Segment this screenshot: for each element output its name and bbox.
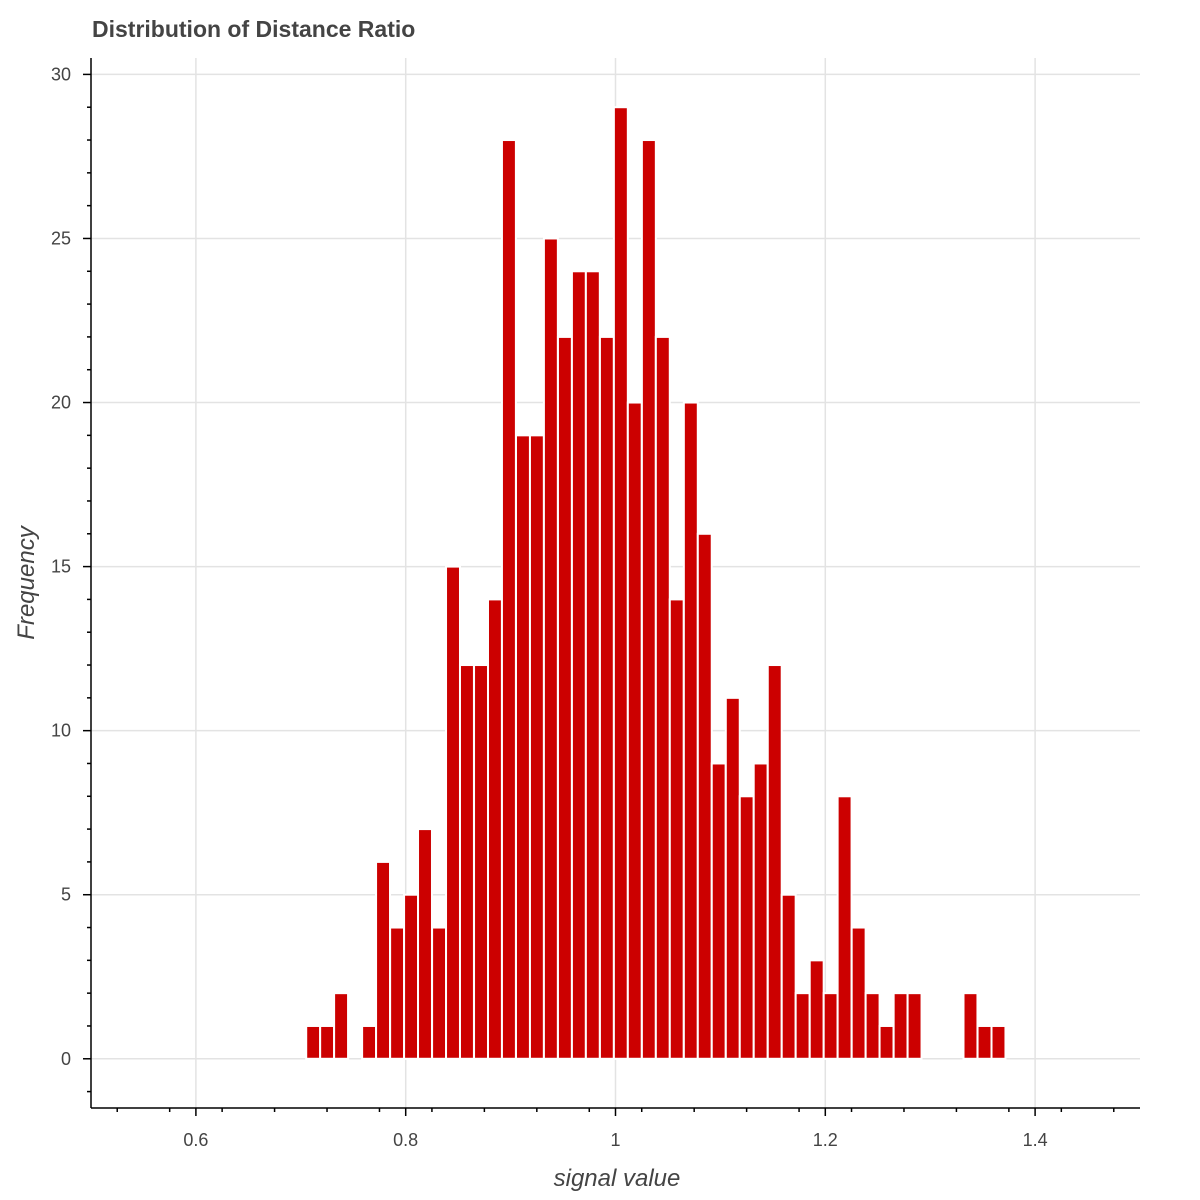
histogram-bar [962, 992, 979, 1060]
histogram-bar [333, 992, 350, 1060]
histogram-bar [500, 139, 517, 1060]
histogram-bar [319, 1024, 336, 1060]
histogram-bar [473, 664, 489, 1060]
histogram-bar [794, 992, 811, 1060]
histogram-bar [528, 434, 545, 1060]
x-tick-label: 0.6 [183, 1130, 208, 1150]
bars [305, 106, 1007, 1060]
histogram-bar [361, 1024, 378, 1060]
histogram-bar [668, 598, 685, 1060]
x-tick-label: 1 [610, 1130, 620, 1150]
histogram-bar [598, 335, 615, 1060]
histogram-bar [682, 401, 699, 1060]
histogram-bar [878, 1024, 895, 1060]
histogram-bar [990, 1024, 1007, 1060]
histogram-bar [836, 795, 853, 1060]
histogram-bar [906, 992, 923, 1060]
histogram-bar [654, 335, 671, 1060]
histogram-bar [752, 762, 769, 1060]
histogram-bar [612, 106, 629, 1060]
histogram-bar [626, 401, 643, 1060]
histogram-bar [375, 860, 392, 1060]
histogram-bar [570, 270, 587, 1060]
histogram-bar [710, 762, 727, 1060]
histogram-bar [458, 664, 475, 1060]
histogram-bar [305, 1024, 322, 1060]
histogram-bar [445, 565, 461, 1060]
y-tick-label: 30 [51, 64, 71, 84]
histogram-bar [724, 696, 741, 1060]
histogram-bar [738, 795, 755, 1060]
histogram-bar [431, 926, 448, 1060]
histogram-bar [417, 828, 433, 1060]
histogram-bar [976, 1024, 993, 1060]
histogram-bar [696, 532, 713, 1060]
x-tick-label: 0.8 [393, 1130, 418, 1150]
x-tick-label: 1.4 [1023, 1130, 1048, 1150]
histogram-bar [780, 893, 797, 1060]
y-tick-label: 10 [51, 721, 71, 741]
histogram-bar [556, 335, 573, 1060]
axes: 0 5 10 15 20 25 30 0.6 0.8 1 1.2 1.4 [51, 58, 1140, 1150]
chart-title: Distribution of Distance Ratio [92, 16, 416, 42]
histogram-bar [892, 992, 909, 1060]
histogram-bar [850, 926, 867, 1060]
histogram-bar [486, 598, 503, 1060]
histogram-bar [640, 139, 657, 1060]
histogram-bar [822, 992, 839, 1060]
histogram-bar [766, 664, 783, 1060]
y-tick-label: 5 [61, 885, 71, 905]
histogram-bar [808, 959, 825, 1060]
y-tick-label: 15 [51, 557, 71, 577]
histogram-bar [389, 926, 406, 1060]
x-axis-title: signal value [554, 1165, 681, 1192]
histogram-bar [542, 237, 559, 1060]
y-axis-title: Frequency [13, 524, 40, 639]
histogram-bar [864, 992, 881, 1060]
x-tick-label: 1.2 [813, 1130, 838, 1150]
y-tick-label: 0 [61, 1049, 71, 1069]
y-tick-label: 20 [51, 393, 71, 413]
histogram-bar [584, 270, 601, 1060]
y-tick-label: 25 [51, 228, 71, 248]
histogram-bar [403, 893, 420, 1060]
histogram-bar [515, 434, 531, 1060]
